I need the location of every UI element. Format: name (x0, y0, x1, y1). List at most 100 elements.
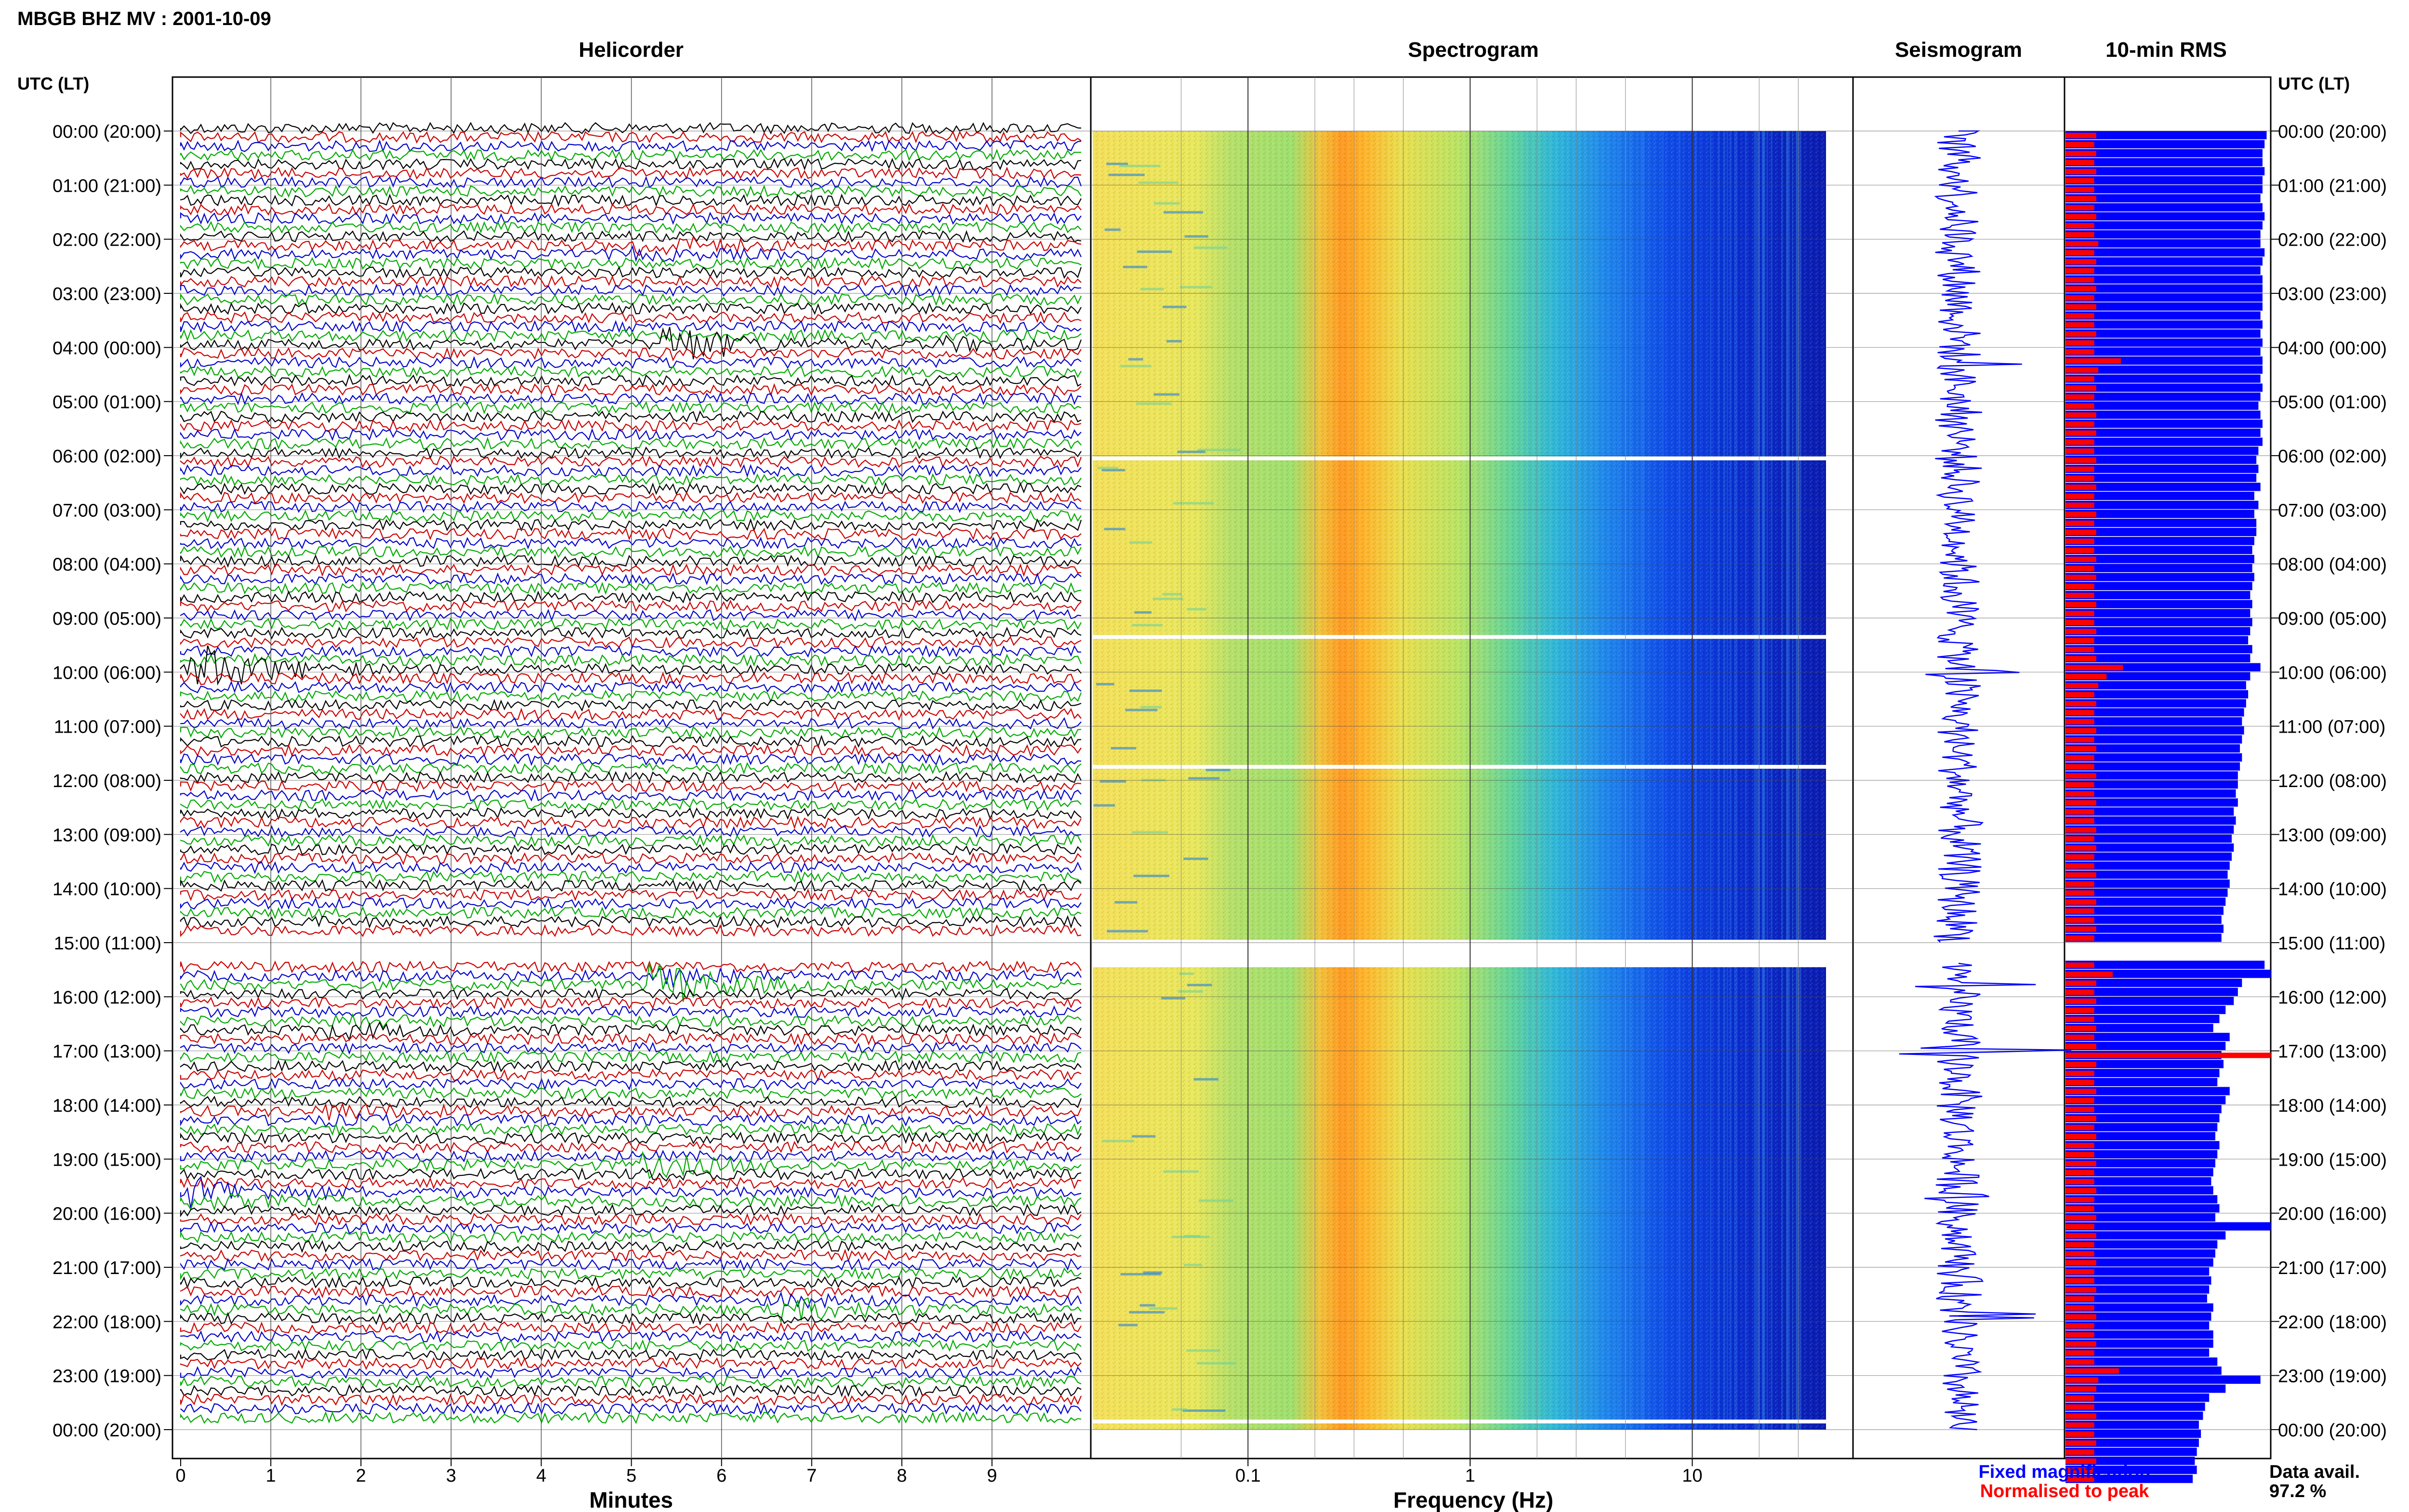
seismogram-waveform (1899, 130, 2072, 1431)
rms-fixed-bar (2065, 699, 2246, 708)
rms-normalised-bar (2065, 1449, 2094, 1455)
rms-fixed-bar (2065, 230, 2261, 239)
rms-fixed-bar (2065, 410, 2261, 419)
helicorder-trace (180, 963, 1082, 1002)
rms-fixed-bar (2065, 987, 2238, 996)
minute-tick-label: 2 (356, 1466, 366, 1486)
spectrogram-streak (1153, 393, 1180, 396)
rms-fixed-bar (2065, 447, 2259, 455)
helicorder-trace (180, 1204, 1082, 1218)
helicorder-trace (180, 1149, 1082, 1163)
rms-fixed-bar (2065, 1150, 2218, 1158)
rms-normalised-bar (2065, 1224, 2094, 1230)
rms-fixed-bar (2065, 1123, 2218, 1131)
spectrogram-streak (1137, 250, 1172, 253)
rms-normalised-bar (2065, 1377, 2099, 1383)
helicorder-trace (180, 392, 1082, 406)
rms-fixed-bar (2065, 302, 2263, 311)
rms-normalised-bar (2065, 1052, 2271, 1058)
helicorder-trace (180, 236, 1082, 257)
helicorder-trace (180, 1411, 1082, 1424)
rms-fixed-bar (2065, 897, 2226, 906)
helicorder-trace (180, 1167, 1082, 1182)
hour-label-right: 13:00 (09:00) (2278, 825, 2387, 845)
rms-normalised-bar (2065, 646, 2094, 653)
spectrogram-streak (1179, 973, 1194, 975)
rms-fixed-bar (2065, 275, 2263, 284)
rms-normalised-bar (2065, 638, 2094, 644)
hour-label-left: 21:00 (17:00) (53, 1258, 161, 1278)
spectrogram-streak (1197, 1362, 1236, 1365)
rms-fixed-bar (2065, 573, 2254, 581)
rms-fixed-bar (2065, 456, 2257, 464)
rms-normalised-bar (2065, 782, 2094, 788)
rms-fixed-bar (2065, 1096, 2226, 1104)
rms-fixed-bar (2065, 1375, 2261, 1384)
spectrogram-streak (1097, 467, 1118, 470)
helicorder-trace (180, 1366, 1082, 1379)
rms-fixed-bar (2065, 1394, 2210, 1402)
rms-normalised-bar (2065, 539, 2094, 544)
helicorder-trace (180, 1151, 1082, 1180)
helicorder-trace (180, 1348, 1082, 1361)
rms-fixed-bar (2065, 825, 2234, 834)
rms-normalised-bar (2065, 629, 2096, 634)
hour-label-right: 00:00 (20:00) (2278, 122, 2387, 142)
rms-normalised-bar (2065, 800, 2096, 806)
spectrogram-streak (1132, 624, 1163, 627)
spectrogram-streak (1205, 769, 1231, 772)
helicorder-trace (180, 563, 1082, 577)
rms-fixed-bar (2065, 582, 2252, 591)
rms-fixed-bar (2065, 140, 2265, 148)
rms-fixed-bar (2065, 1033, 2230, 1041)
helicorder-trace (180, 861, 1082, 875)
rms-fixed-bar (2065, 1222, 2271, 1231)
spectrogram-streak (1133, 874, 1169, 877)
rms-fixed-bar (2065, 239, 2261, 248)
rms-normalised-bar (2065, 1170, 2094, 1176)
rms-normalised-bar (2065, 241, 2099, 247)
helicorder-trace (180, 599, 1082, 613)
hour-label-left: 22:00 (18:00) (53, 1312, 161, 1332)
helicorder-trace (180, 779, 1082, 793)
helicorder-trace (180, 464, 1082, 478)
seismogram-trace (1899, 130, 2072, 1431)
rms-fixed-bar (2065, 554, 2254, 564)
rms-fixed-bar (2065, 1294, 2207, 1303)
rms-fixed-bar (2065, 1474, 2193, 1483)
rms-normalised-bar (2065, 611, 2094, 617)
helicorder-trace (180, 148, 1082, 162)
helicorder-trace (180, 1321, 1082, 1334)
rms-normalised-bar (2065, 322, 2094, 328)
rms-fixed-bar (2065, 1186, 2213, 1195)
rms-normalised-bar (2065, 466, 2094, 472)
rms-fixed-bar (2065, 257, 2263, 266)
rms-normalised-bar (2065, 1143, 2094, 1148)
rms-fixed-bar (2065, 735, 2242, 744)
helicorder-trace (180, 888, 1082, 902)
rms-fixed-bar (2065, 185, 2263, 194)
rms-normalised-bar (2065, 674, 2107, 680)
rms-normalised-bar (2065, 818, 2094, 824)
helicorder-trace (180, 1021, 1082, 1042)
helicorder-trace (180, 1102, 1082, 1121)
rms-fixed-bar (2065, 717, 2242, 726)
rms-normalised-bar (2065, 872, 2096, 878)
rms-normalised-bar (2065, 1269, 2094, 1275)
rms-normalised-bar (2065, 1034, 2094, 1040)
rms-normalised-bar (2065, 376, 2094, 382)
rms-fixed-bar (2065, 861, 2230, 870)
helicorder-trace (180, 1041, 1082, 1055)
rms-normalised-bar (2065, 1196, 2094, 1203)
spectrogram-streak (1193, 246, 1228, 249)
rms-normalised-bar (2065, 1070, 2094, 1077)
helicorder-trace (180, 1285, 1082, 1299)
spectrogram-streak (1183, 857, 1208, 860)
data-availability-value: 97.2 % (2269, 1481, 2326, 1501)
rms-normalised-bar (2065, 908, 2094, 914)
helicorder-trace (180, 1240, 1082, 1253)
spectrogram-streak (1136, 402, 1172, 405)
rms-fixed-bar (2065, 762, 2240, 771)
rms-normalised-bar (2065, 196, 2096, 202)
spectrogram-streak (1104, 527, 1125, 530)
